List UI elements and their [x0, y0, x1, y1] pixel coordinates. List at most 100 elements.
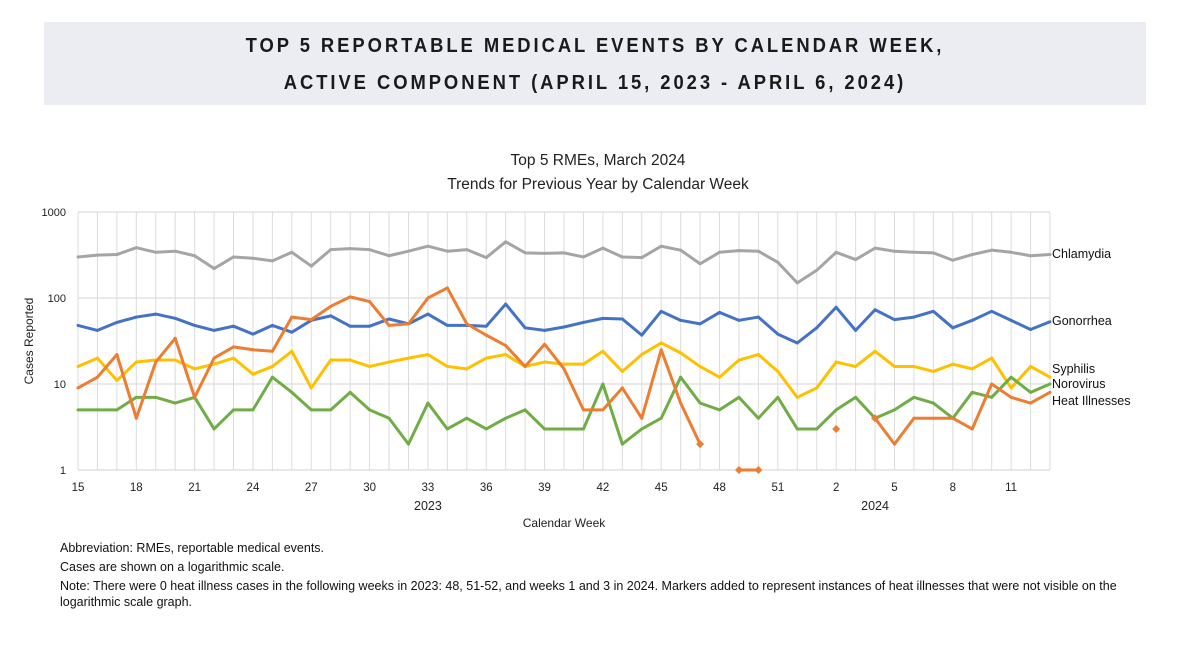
x-tick-label: 5: [891, 482, 897, 494]
syphilis-point: [776, 369, 780, 373]
norovirus-point: [309, 408, 313, 412]
chlamydia-point: [193, 254, 197, 258]
gonorrhea-point: [290, 330, 294, 334]
heat-illnesses-point: [679, 401, 683, 405]
heat-illnesses-point: [212, 356, 216, 360]
norovirus-point: [912, 395, 916, 399]
heat-illnesses-point: [892, 442, 896, 446]
chlamydia-point: [406, 249, 410, 253]
norovirus-point: [95, 408, 99, 412]
year-label: 2023: [414, 499, 442, 513]
x-tick-label: 21: [188, 482, 201, 494]
syphilis-point: [970, 367, 974, 371]
y-tick-label: 1000: [42, 207, 66, 219]
heat-illnesses-point: [95, 375, 99, 379]
series-norovirus: [76, 375, 1052, 446]
gonorrhea-point: [329, 314, 333, 318]
norovirus-point: [1029, 390, 1033, 394]
gonorrhea-point: [173, 316, 177, 320]
norovirus-point: [154, 395, 158, 399]
syphilis-point: [659, 341, 663, 345]
chlamydia-point: [1029, 254, 1033, 258]
scale-note: Cases are shown on a logarithmic scale.: [60, 560, 285, 574]
gonorrhea-point: [1009, 318, 1013, 322]
heat-illnesses-point: [193, 395, 197, 399]
x-tick-label: 30: [363, 482, 376, 494]
norovirus-point: [990, 395, 994, 399]
syphilis-point: [718, 375, 722, 379]
syphilis-point: [309, 386, 313, 390]
title-banner: TOP 5 REPORTABLE MEDICAL EVENTS BY CALEN…: [44, 22, 1146, 105]
series-gonorrhea: [76, 302, 1052, 345]
y-tick-label: 10: [54, 379, 66, 391]
x-tick-label: 51: [771, 482, 784, 494]
gonorrhea-point: [951, 326, 955, 330]
norovirus-point: [212, 427, 216, 431]
heat-illnesses-point: [640, 416, 644, 420]
norovirus-point: [134, 395, 138, 399]
heat-illnesses-point: [659, 348, 663, 352]
chlamydia-point: [562, 251, 566, 255]
chlamydia-point: [756, 249, 760, 253]
syphilis-point: [912, 364, 916, 368]
x-axis-label: Calendar Week: [523, 516, 606, 530]
series-chlamydia: [76, 240, 1052, 285]
norovirus-point: [406, 442, 410, 446]
heat-illnesses-marker: [734, 466, 743, 474]
series-label-norovirus: Norovirus: [1052, 377, 1106, 391]
norovirus-point: [737, 395, 741, 399]
syphilis-point: [484, 356, 488, 360]
x-tick-label: 45: [655, 482, 668, 494]
gonorrhea-point: [193, 323, 197, 327]
gonorrhea-point: [698, 322, 702, 326]
gonorrhea-point: [581, 320, 585, 324]
gonorrhea-point: [115, 320, 119, 324]
gonorrhea-point: [854, 328, 858, 332]
heat-illness-note: Note: There were 0 heat illness cases in…: [60, 579, 1117, 609]
gonorrhea-point: [873, 308, 877, 312]
heat-illnesses-point: [154, 360, 158, 364]
x-axis-ticks: 15 18 21 24 27 30 33 36 39 42 45 48 51 2 5 8 11: [72, 482, 1017, 494]
norovirus-point: [601, 382, 605, 386]
norovirus-point: [115, 408, 119, 412]
heat-illnesses-point: [290, 315, 294, 319]
syphilis-point: [329, 358, 333, 362]
chlamydia-point: [251, 256, 255, 260]
norovirus-point: [348, 390, 352, 394]
chlamydia-point: [776, 260, 780, 264]
gonorrhea-point: [387, 317, 391, 321]
gonorrhea-point: [445, 323, 449, 327]
syphilis-point: [640, 353, 644, 357]
norovirus-point: [795, 427, 799, 431]
chlamydia-point: [951, 258, 955, 262]
norovirus-point: [270, 375, 274, 379]
norovirus-point: [368, 408, 372, 412]
heat-illnesses-point: [562, 367, 566, 371]
chlamydia-point: [173, 249, 177, 253]
chlamydia-point: [698, 262, 702, 266]
heat-illnesses-marker: [754, 466, 763, 474]
x-tick-label: 11: [1005, 482, 1017, 494]
gonorrhea-point: [426, 312, 430, 316]
heat-illnesses-point: [76, 386, 80, 390]
gonorrhea-point: [212, 328, 216, 332]
chlamydia-point: [679, 248, 683, 252]
heat-illnesses-point: [523, 364, 527, 368]
heat-illnesses-point: [620, 386, 624, 390]
syphilis-point: [543, 360, 547, 364]
syphilis-point: [679, 351, 683, 355]
chlamydia-point: [95, 253, 99, 257]
banner-title-line-2: ACTIVE COMPONENT (APRIL 15, 2023 - APRIL…: [283, 72, 907, 94]
gonorrhea-point: [504, 302, 508, 306]
gonorrhea-point: [523, 326, 527, 330]
x-tick-label: 18: [130, 482, 143, 494]
gonorrhea-point: [737, 318, 741, 322]
chlamydia-point: [465, 248, 469, 252]
x-tick-label: 2: [833, 482, 839, 494]
heat-illnesses-point: [406, 322, 410, 326]
gonorrhea-point: [931, 309, 935, 313]
norovirus-point: [756, 416, 760, 420]
syphilis-point: [601, 349, 605, 353]
heat-illnesses-point: [368, 300, 372, 304]
